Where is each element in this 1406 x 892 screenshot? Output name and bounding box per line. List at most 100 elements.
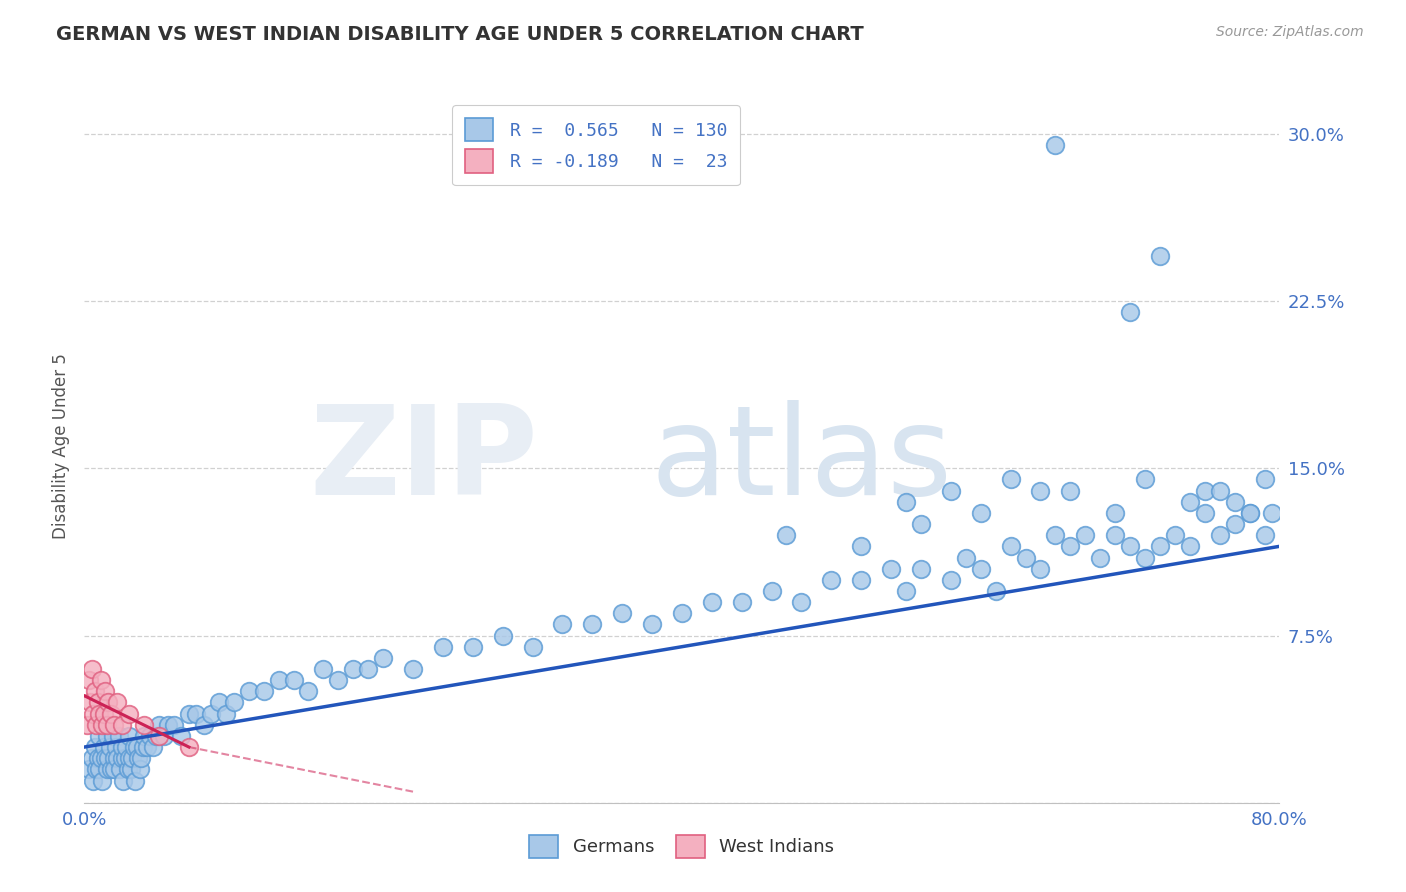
Point	[1223, 516, 1246, 531]
Point	[894, 494, 917, 508]
Point	[551, 617, 574, 632]
Point	[129, 751, 152, 765]
Point	[96, 717, 118, 731]
Point	[148, 717, 170, 731]
Point	[939, 483, 962, 498]
Point	[612, 607, 634, 621]
Point	[89, 706, 111, 721]
Point	[1074, 528, 1097, 542]
Point	[1059, 539, 1081, 553]
Point	[170, 729, 193, 743]
Point	[100, 706, 122, 721]
Point	[115, 740, 138, 755]
Point	[200, 706, 222, 721]
Point	[253, 684, 276, 698]
Point	[117, 762, 139, 776]
Point	[112, 773, 135, 788]
Point	[104, 740, 127, 755]
Point	[775, 528, 797, 542]
Point	[1178, 494, 1201, 508]
Legend: Germans, West Indians: Germans, West Indians	[522, 828, 842, 865]
Point	[1261, 506, 1284, 520]
Point	[208, 696, 231, 710]
Text: Source: ZipAtlas.com: Source: ZipAtlas.com	[1216, 25, 1364, 39]
Point	[267, 673, 290, 687]
Point	[157, 717, 180, 731]
Point	[238, 684, 260, 698]
Point	[1045, 528, 1067, 542]
Point	[105, 751, 128, 765]
Point	[96, 729, 118, 743]
Point	[127, 751, 149, 765]
Point	[1253, 472, 1275, 486]
Point	[939, 573, 962, 587]
Point	[121, 751, 143, 765]
Point	[1090, 550, 1112, 565]
Point	[96, 762, 118, 776]
Point	[94, 751, 117, 765]
Point	[790, 595, 813, 609]
Point	[910, 516, 932, 531]
Point	[820, 573, 842, 587]
Point	[312, 662, 335, 676]
Point	[79, 696, 101, 710]
Point	[89, 729, 111, 743]
Point	[103, 751, 125, 765]
Point	[193, 717, 215, 731]
Point	[120, 762, 142, 776]
Point	[342, 662, 364, 676]
Point	[97, 751, 120, 765]
Point	[1164, 528, 1187, 542]
Point	[1149, 249, 1171, 264]
Point	[94, 684, 117, 698]
Point	[880, 562, 903, 576]
Point	[89, 762, 111, 776]
Point	[114, 751, 136, 765]
Point	[93, 740, 115, 755]
Point	[955, 550, 977, 565]
Point	[90, 673, 112, 687]
Point	[215, 706, 238, 721]
Point	[1000, 472, 1022, 486]
Point	[1119, 539, 1142, 553]
Point	[177, 706, 200, 721]
Point	[83, 740, 105, 755]
Point	[1029, 562, 1052, 576]
Point	[111, 717, 134, 731]
Point	[910, 562, 932, 576]
Point	[432, 640, 454, 654]
Point	[110, 762, 132, 776]
Point	[148, 729, 170, 743]
Point	[97, 696, 120, 710]
Point	[1223, 494, 1246, 508]
Point	[328, 673, 350, 687]
Point	[283, 673, 305, 687]
Point	[1000, 539, 1022, 553]
Point	[1239, 506, 1261, 520]
Point	[581, 617, 603, 632]
Point	[80, 662, 103, 676]
Point	[136, 740, 159, 755]
Point	[93, 706, 115, 721]
Text: GERMAN VS WEST INDIAN DISABILITY AGE UNDER 5 CORRELATION CHART: GERMAN VS WEST INDIAN DISABILITY AGE UND…	[56, 25, 865, 44]
Point	[1104, 528, 1126, 542]
Point	[77, 673, 100, 687]
Point	[671, 607, 693, 621]
Point	[1133, 550, 1156, 565]
Point	[132, 729, 156, 743]
Point	[125, 740, 148, 755]
Point	[894, 583, 917, 598]
Point	[1239, 506, 1261, 520]
Point	[1133, 472, 1156, 486]
Point	[101, 729, 124, 743]
Point	[641, 617, 664, 632]
Point	[142, 740, 165, 755]
Point	[90, 751, 112, 765]
Point	[222, 696, 245, 710]
Point	[1209, 528, 1232, 542]
Point	[118, 729, 141, 743]
Point	[86, 762, 108, 776]
Point	[1253, 528, 1275, 542]
Point	[1178, 539, 1201, 553]
Point	[522, 640, 544, 654]
